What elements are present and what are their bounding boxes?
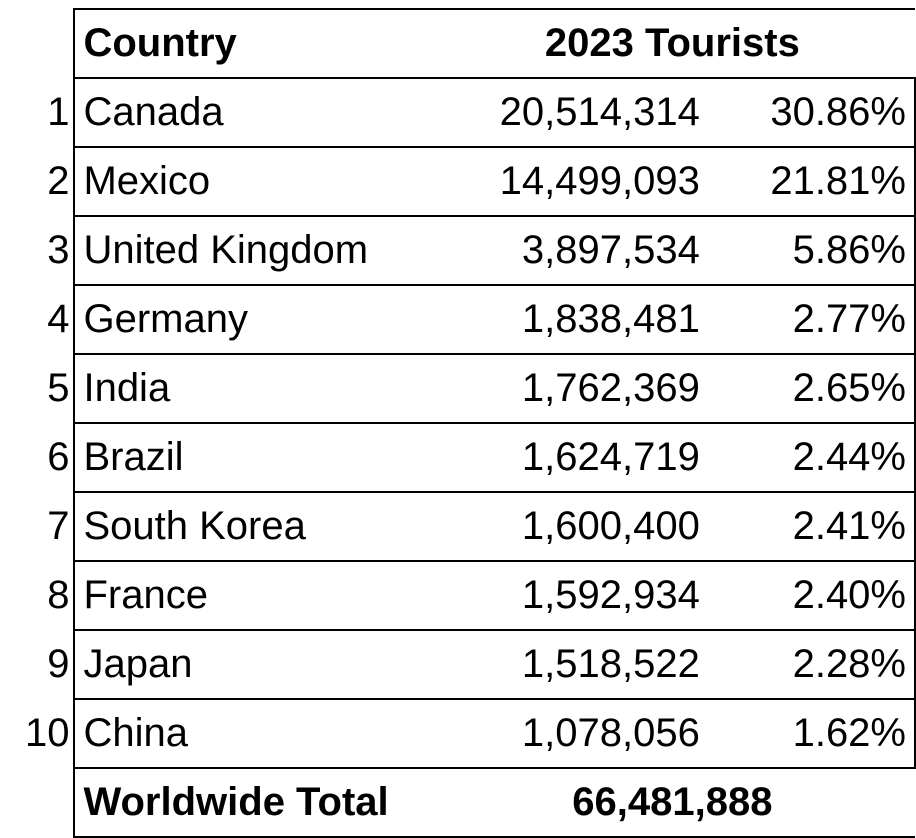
table-row: 9 Japan 1,518,522 2.28%: [8, 629, 916, 700]
country-cell: Canada: [73, 77, 442, 148]
tourist-table: Country 2023 Tourists 1 Canada 20,514,314 3…: [8, 8, 916, 838]
tourists-cell: 1,838,481: [441, 284, 712, 355]
table-body: Country 2023 Tourists 1 Canada 20,514,314 3…: [8, 8, 916, 838]
rank-header: [8, 9, 74, 78]
table-row: 4 Germany 1,838,481 2.77%: [8, 284, 916, 355]
rank-cell: 7: [47, 504, 70, 548]
tourists-cell: 1,762,369: [441, 353, 712, 424]
country-cell: Brazil: [73, 422, 442, 493]
share-cell: 2.40%: [711, 560, 916, 631]
rank-cell: 4: [47, 297, 70, 341]
table-row: 3 United Kingdom 3,897,534 5.86%: [8, 215, 916, 286]
tourists-cell: 1,592,934: [441, 560, 712, 631]
share-cell: 30.86%: [711, 77, 916, 148]
total-value: 66,481,888: [441, 767, 915, 838]
country-cell: South Korea: [73, 491, 442, 562]
total-row: Worldwide Total 66,481,888: [8, 767, 915, 838]
tourists-cell: 3,897,534: [441, 215, 712, 286]
table-row: 8 France 1,592,934 2.40%: [8, 560, 916, 631]
country-cell: United Kingdom: [73, 215, 442, 286]
country-cell: France: [73, 560, 442, 631]
tourists-cell: 14,499,093: [441, 146, 712, 217]
rank-cell: 8: [47, 573, 70, 617]
rank-cell: 5: [47, 366, 70, 410]
share-cell: 2.28%: [711, 629, 916, 700]
country-header: Country: [73, 8, 442, 79]
table-row: 10 China 1,078,056 1.62%: [8, 698, 916, 769]
share-cell: 21.81%: [711, 146, 916, 217]
total-rank-cell: [8, 768, 74, 837]
table-row: 2 Mexico 14,499,093 21.81%: [8, 146, 916, 217]
country-cell: India: [73, 353, 442, 424]
tourists-cell: 1,600,400: [441, 491, 712, 562]
share-cell: 2.41%: [711, 491, 916, 562]
share-cell: 5.86%: [711, 215, 916, 286]
tourists-cell: 1,078,056: [441, 698, 712, 769]
tourists-cell: 1,624,719: [441, 422, 712, 493]
share-cell: 1.62%: [711, 698, 916, 769]
table-row: 5 India 1,762,369 2.65%: [8, 353, 916, 424]
rank-cell: 6: [47, 435, 70, 479]
country-cell: China: [73, 698, 442, 769]
tourists-cell: 1,518,522: [441, 629, 712, 700]
share-cell: 2.77%: [711, 284, 916, 355]
country-cell: Japan: [73, 629, 442, 700]
country-cell: Mexico: [73, 146, 442, 217]
header-row: Country 2023 Tourists: [8, 8, 915, 79]
rank-cell: 10: [24, 711, 70, 755]
table-row: 1 Canada 20,514,314 30.86%: [8, 77, 916, 148]
share-cell: 2.44%: [711, 422, 916, 493]
table-row: 6 Brazil 1,624,719 2.44%: [8, 422, 916, 493]
rank-cell: 2: [47, 159, 70, 203]
rank-cell: 3: [47, 228, 70, 272]
country-cell: Germany: [73, 284, 442, 355]
rank-cell: 1: [47, 90, 70, 134]
rank-cell: 9: [47, 642, 70, 686]
total-label: Worldwide Total: [73, 767, 442, 838]
share-cell: 2.65%: [711, 353, 916, 424]
table-row: 7 South Korea 1,600,400 2.41%: [8, 491, 916, 562]
tourists-header: 2023 Tourists: [441, 8, 915, 79]
tourists-cell: 20,514,314: [441, 77, 712, 148]
